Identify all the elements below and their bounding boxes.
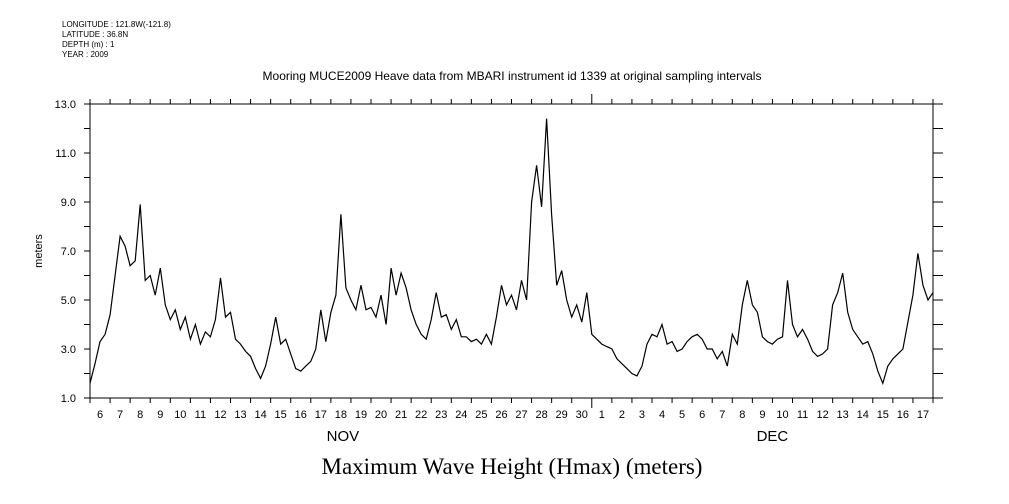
x-tick-label: 5 — [679, 409, 685, 421]
x-tick-label: 4 — [659, 409, 665, 421]
x-tick-label: 10 — [776, 409, 788, 421]
x-tick-label: 8 — [137, 409, 143, 421]
y-tick-label: 1.0 — [61, 393, 76, 405]
x-tick-label: 28 — [535, 409, 547, 421]
y-axis-label: meters — [33, 234, 45, 268]
x-axis-label: Maximum Wave Height (Hmax) (meters) — [322, 454, 703, 479]
x-tick-label: 29 — [556, 409, 568, 421]
y-tick-label: 11.0 — [55, 148, 76, 160]
x-tick-label: 16 — [897, 409, 909, 421]
x-tick-label: 13 — [234, 409, 246, 421]
x-tick-label: 9 — [759, 409, 765, 421]
x-tick-label: 20 — [375, 409, 387, 421]
x-tick-label: 14 — [857, 409, 869, 421]
x-tick-label: 30 — [576, 409, 588, 421]
x-tick-label: 3 — [639, 409, 645, 421]
x-tick-label: 23 — [435, 409, 447, 421]
x-tick-label: 12 — [214, 409, 226, 421]
x-tick-label: 15 — [275, 409, 287, 421]
x-tick-label: 26 — [495, 409, 507, 421]
month-label: NOV — [327, 428, 360, 445]
x-tick-label: 10 — [174, 409, 186, 421]
x-tick-label: 17 — [917, 409, 929, 421]
x-tick-label: 22 — [415, 409, 427, 421]
y-tick-label: 9.0 — [61, 197, 76, 209]
metadata-block: LONGITUDE : 121.8W(-121.8) LATITUDE : 36… — [62, 20, 171, 60]
month-label: DEC — [757, 428, 789, 445]
year-label: YEAR : 2009 — [62, 50, 109, 59]
x-tick-label: 25 — [475, 409, 487, 421]
y-tick-label: 5.0 — [61, 295, 76, 307]
x-tick-label: 9 — [157, 409, 163, 421]
x-tick-label: 11 — [195, 409, 206, 421]
x-tick-label: 15 — [877, 409, 889, 421]
x-tick-label: 21 — [395, 409, 407, 421]
y-tick-label: 13.0 — [55, 99, 76, 111]
x-tick-label: 11 — [797, 409, 808, 421]
x-tick-label: 13 — [837, 409, 849, 421]
plot-frame — [89, 103, 934, 399]
axes: 1.03.05.07.09.011.013.06 7 8 9 10 11 12 13 14 15 1… — [55, 94, 943, 445]
x-tick-label: 18 — [335, 409, 347, 421]
x-tick-label: 7 — [719, 409, 725, 421]
x-tick-label: 6 — [699, 409, 705, 421]
x-tick-label: 2 — [619, 409, 625, 421]
latitude-label: LATITUDE : 36.8N — [62, 30, 129, 39]
x-tick-label: 8 — [739, 409, 745, 421]
x-tick-label: 27 — [515, 409, 527, 421]
y-tick-label: 7.0 — [61, 246, 76, 258]
x-tick-label: 1 — [599, 409, 605, 421]
x-tick-label: 6 — [97, 409, 103, 421]
x-tick-label: 24 — [455, 409, 467, 421]
series-line-hmax — [89, 118, 934, 386]
depth-label: DEPTH (m) : 1 — [62, 40, 115, 49]
y-tick-label: 3.0 — [61, 344, 76, 356]
chart-title: Mooring MUCE2009 Heave data from MBARI i… — [263, 69, 762, 83]
x-tick-label: 12 — [816, 409, 828, 421]
x-tick-label: 14 — [254, 409, 266, 421]
x-tick-label: 19 — [355, 409, 367, 421]
x-tick-label: 16 — [295, 409, 307, 421]
longitude-label: LONGITUDE : 121.8W(-121.8) — [62, 20, 171, 29]
x-tick-label: 17 — [315, 409, 327, 421]
x-tick-label: 7 — [117, 409, 123, 421]
